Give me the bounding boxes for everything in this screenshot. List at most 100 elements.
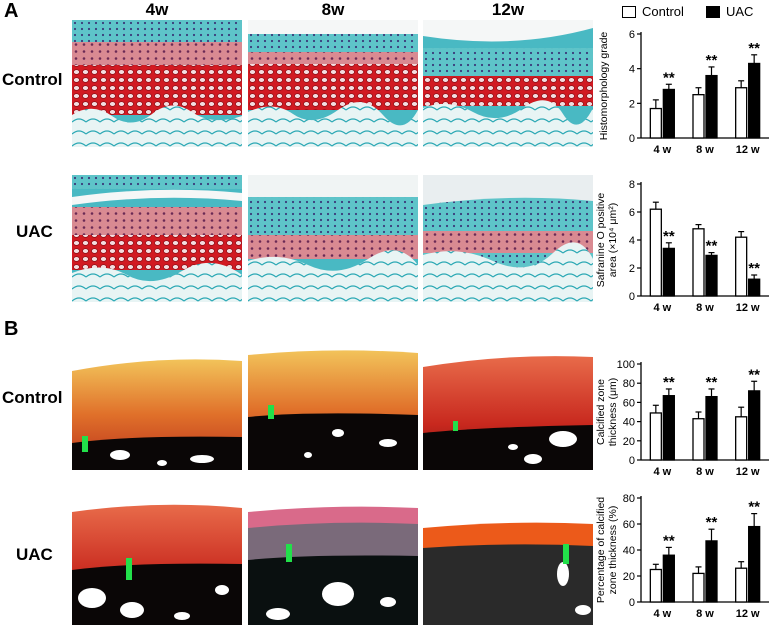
micrograph-safranin-uac-12w — [423, 175, 593, 302]
bar-uac-8w — [705, 254, 718, 297]
y-axis-label: area (×10⁴ μm²) — [607, 203, 619, 277]
chart-calcified-zone-thickness: 0 20 40 60 80 100 Calcified zone thickness (μm)… — [595, 359, 769, 478]
y-tick-label: 0 — [629, 291, 635, 303]
x-tick-label: 4 w — [653, 144, 671, 156]
legend-swatch-uac — [706, 5, 720, 18]
micrograph-safranin-control-4w — [72, 20, 242, 147]
legend-label-control: Control — [642, 4, 684, 19]
bar-uac-4w — [662, 554, 675, 603]
calcified-zone-marker — [563, 544, 569, 564]
y-tick-label: 4 — [629, 235, 635, 247]
column-header-8w: 8w — [321, 0, 345, 19]
x-tick-label: 4 w — [653, 302, 671, 314]
y-tick-label: 80 — [623, 378, 635, 390]
chart-calcified-zone-percentage: 0 20 40 60 80 Percentage of calcified zone thi… — [595, 493, 769, 620]
calcified-zone-marker — [453, 421, 458, 431]
micrograph-calcified-uac-4w — [72, 498, 242, 625]
chart-histomorphology-grade: 0 2 4 6 Histomorphology grade ** 4 w ** 8 w ** 12 … — [598, 29, 769, 156]
bar-control-12w — [735, 416, 748, 461]
calcified-zone-marker — [286, 544, 292, 562]
significance-label: ** — [748, 366, 760, 383]
micrograph-calcified-control-8w — [248, 343, 418, 470]
y-tick-label: 0 — [629, 597, 635, 609]
column-header-4w: 4w — [145, 0, 169, 19]
micrograph-safranin-uac-4w — [72, 175, 242, 302]
bar-control-12w — [735, 567, 748, 603]
x-tick-label: 12 w — [736, 302, 760, 314]
significance-label: ** — [748, 40, 760, 57]
micrograph-safranin-control-8w — [248, 20, 418, 147]
y-tick-label: 20 — [623, 571, 635, 583]
panel-b-label: B — [4, 318, 19, 340]
bar-control-4w — [649, 568, 662, 603]
bar-uac-4w — [662, 395, 675, 461]
bar-uac-12w — [748, 525, 761, 603]
y-axis-label: zone thickness (%) — [607, 506, 619, 595]
micrograph-calcified-uac-8w — [248, 498, 418, 625]
bar-control-4w — [649, 208, 662, 297]
micrograph-safranin-control-12w — [423, 20, 593, 147]
significance-label: ** — [706, 52, 718, 69]
bar-control-4w — [649, 412, 662, 461]
significance-label: ** — [748, 260, 760, 277]
bar-control-8w — [692, 418, 705, 461]
legend-swatch-control — [622, 5, 636, 18]
x-tick-label: 4 w — [653, 608, 671, 620]
y-axis-label: Percentage of calcified — [595, 497, 607, 603]
column-header-12w: 12w — [491, 0, 525, 19]
x-tick-label: 4 w — [653, 466, 671, 478]
y-tick-label: 6 — [629, 29, 635, 41]
y-tick-label: 60 — [623, 519, 635, 531]
micrograph-calcified-uac-12w — [423, 498, 593, 625]
calcified-zone-marker — [268, 405, 274, 419]
y-tick-label: 80 — [623, 493, 635, 505]
y-tick-label: 20 — [623, 436, 635, 448]
x-tick-label: 12 w — [736, 144, 760, 156]
micrograph-safranin-uac-8w — [248, 175, 418, 302]
legend-control: Control — [622, 4, 684, 19]
micrograph-calcified-control-4w — [72, 343, 242, 470]
bar-control-12w — [735, 236, 748, 297]
bar-uac-12w — [748, 62, 761, 139]
y-tick-label: 60 — [623, 397, 635, 409]
bar-control-8w — [692, 228, 705, 297]
bar-uac-8w — [705, 540, 718, 603]
calcified-zone-marker — [82, 436, 88, 452]
y-tick-label: 6 — [629, 207, 635, 219]
calcified-zone-marker — [126, 558, 132, 580]
bar-uac-8w — [705, 74, 718, 139]
bar-uac-12w — [748, 278, 761, 297]
significance-label: ** — [663, 374, 675, 391]
y-tick-label: 100 — [617, 359, 635, 371]
y-tick-label: 2 — [629, 98, 635, 110]
bar-uac-8w — [705, 395, 718, 461]
bar-uac-4w — [662, 247, 675, 297]
significance-label: ** — [663, 69, 675, 86]
bar-control-12w — [735, 87, 748, 139]
y-axis-label: Safranine O positive — [595, 193, 607, 288]
y-tick-label: 8 — [629, 179, 635, 191]
x-tick-label: 8 w — [696, 466, 714, 478]
row-header-control-b: Control — [2, 388, 63, 407]
x-tick-label: 8 w — [696, 302, 714, 314]
y-axis-label: Histomorphology grade — [598, 32, 610, 141]
bar-control-8w — [692, 94, 705, 139]
bar-control-8w — [692, 572, 705, 603]
row-header-control-a: Control — [2, 70, 63, 89]
y-tick-label: 0 — [629, 455, 635, 467]
y-tick-label: 40 — [623, 417, 635, 429]
significance-label: ** — [706, 238, 718, 255]
y-tick-label: 2 — [629, 263, 635, 275]
y-axis-label: Calcified zone — [595, 379, 607, 445]
row-header-uac-b: UAC — [16, 545, 53, 564]
y-tick-label: 40 — [623, 545, 635, 557]
significance-label: ** — [706, 514, 718, 531]
legend-uac: UAC — [706, 4, 753, 19]
x-tick-label: 12 w — [736, 466, 760, 478]
y-tick-label: 0 — [629, 133, 635, 145]
legend-label-uac: UAC — [726, 4, 754, 19]
x-tick-label: 8 w — [696, 144, 714, 156]
bar-control-4w — [649, 107, 662, 139]
bar-uac-12w — [748, 390, 761, 461]
x-tick-label: 8 w — [696, 608, 714, 620]
